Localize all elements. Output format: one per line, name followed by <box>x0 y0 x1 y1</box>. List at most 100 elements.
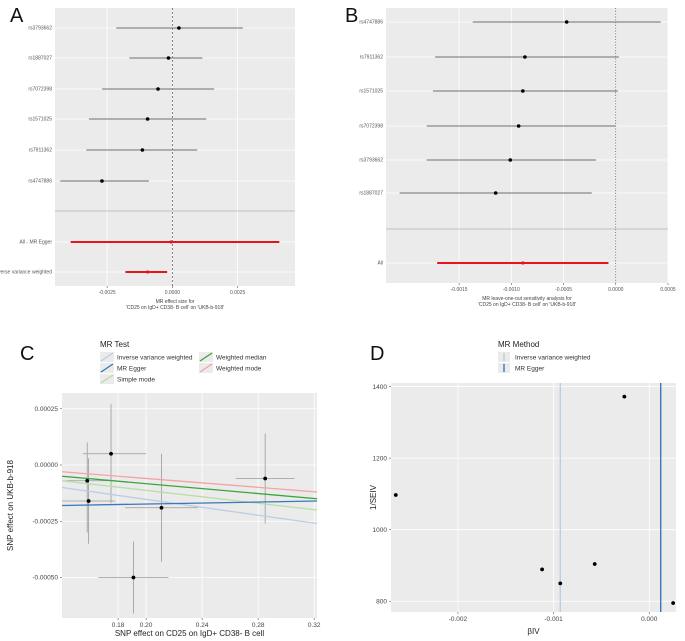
tick-label-x: 0.0025 <box>230 290 246 296</box>
estimate-point <box>516 124 521 128</box>
estimate-point <box>493 191 498 195</box>
x-axis-label: SNP effect on CD25 on IgD+ CD38- B cell <box>115 629 265 638</box>
estimate-point <box>521 89 525 93</box>
data-point <box>540 567 545 572</box>
estimate-point <box>100 179 104 183</box>
row-label: rs7911362 <box>29 148 52 154</box>
plot-background <box>391 383 676 612</box>
chart-b-leave-one-out-plot: rs4747886 rs7911362 rs1571025 rs7072398 rs37… <box>359 8 676 308</box>
tick-label-x: -0.0015 <box>451 287 468 293</box>
estimate-point <box>145 117 150 121</box>
legend-item-label: Weighted mode <box>216 366 262 373</box>
legend-item-label: Simple mode <box>117 377 155 384</box>
legend-title: MR Test <box>100 340 130 349</box>
tick-label-x: 0.20 <box>140 622 153 629</box>
row-label: All - Inverse variance weighted <box>0 270 52 276</box>
data-point <box>671 601 676 605</box>
legend-item-label: Weighted median <box>216 355 267 362</box>
estimate-point <box>156 87 160 91</box>
y-axis-label: 1/SEIV <box>369 484 378 510</box>
legend-title: MR Method <box>498 340 539 349</box>
data-point <box>131 575 136 580</box>
plot-background <box>55 8 295 286</box>
y-axis-label: SNP effect on UKB-b-918 <box>6 460 15 551</box>
tick-label-y: 0.00000 <box>35 462 59 469</box>
estimate-point <box>166 56 171 60</box>
tick-label-x: 0.24 <box>196 622 209 629</box>
row-label: All <box>377 261 383 267</box>
data-point <box>393 493 398 497</box>
data-point <box>159 505 164 510</box>
panel-b-letter: B <box>345 5 358 27</box>
x-axis-label: MR effect size for <box>156 299 195 305</box>
tick-label-x: -0.0010 <box>503 287 520 293</box>
legend-key-line <box>199 363 213 373</box>
x-axis-label: 'CD25 on IgD+ CD38- B cell' on 'UKB-b-91… <box>478 302 576 308</box>
data-point <box>558 581 563 586</box>
plot-background <box>386 8 668 283</box>
tick-label-y: -0.00050 <box>32 575 58 582</box>
data-point <box>592 562 597 566</box>
estimate-point <box>521 261 525 265</box>
legend-key-line <box>100 363 114 373</box>
estimate-point <box>169 240 173 244</box>
legend-item-label: MR Egger <box>117 366 147 373</box>
data-point <box>622 394 627 399</box>
chart-d-funnel-plot: -0.002 -0.001 0.000 800 1000 1200 1400 βIV 1/SEI… <box>369 340 676 636</box>
row-label: rs7072398 <box>28 87 52 93</box>
tick-label-y: 0.00025 <box>35 406 59 413</box>
tick-label-x: 0.0000 <box>165 290 181 296</box>
tick-label-y: -0.00025 <box>32 518 58 525</box>
panel-c-letter: C <box>20 343 34 365</box>
legend-key-line <box>100 374 114 384</box>
estimate-point <box>508 158 513 162</box>
regression-line <box>61 486 318 525</box>
estimate-point <box>177 26 181 30</box>
row-label: rs3793662 <box>359 158 383 164</box>
chart-a-forest-plot: rs3793662 rs1887027 rs7072398 rs1571025 rs79… <box>0 8 295 311</box>
legend-item-label: Inverse variance weighted <box>515 355 591 362</box>
tick-label-y: 1200 <box>373 455 388 462</box>
data-point <box>109 451 113 456</box>
tick-label-x: 0.18 <box>112 622 125 629</box>
panel-d-letter: D <box>370 343 384 365</box>
tick-label-x: 0.28 <box>252 622 265 629</box>
x-axis-label: βIV <box>527 627 540 636</box>
legend-item-label: MR Egger <box>515 366 545 373</box>
regression-line <box>61 471 318 493</box>
estimate-point <box>564 20 569 24</box>
tick-label-x: -0.0025 <box>99 290 116 296</box>
tick-label-y: 800 <box>376 598 387 605</box>
estimate-point <box>146 270 150 274</box>
tick-label-y: 1400 <box>373 384 388 391</box>
data-point <box>263 476 268 481</box>
row-label: rs1571025 <box>359 89 383 95</box>
tick-label-x: 0.000 <box>641 616 658 623</box>
tick-label-x: -0.0005 <box>555 287 572 293</box>
row-label: rs7072398 <box>359 124 383 130</box>
regression-line <box>61 480 318 511</box>
row-label: rs1887027 <box>359 191 383 197</box>
row-label: rs7911362 <box>360 55 383 61</box>
legend-key-line <box>199 352 213 362</box>
tick-label-x: 0.32 <box>308 622 321 629</box>
row-label: rs4747886 <box>28 179 52 185</box>
tick-label-y: 1000 <box>373 527 388 534</box>
legend-item-label: Inverse variance weighted <box>117 355 193 362</box>
estimate-point <box>523 55 527 59</box>
data-point <box>86 499 91 503</box>
row-label: rs4747886 <box>359 20 383 26</box>
row-label: All - MR Egger <box>19 240 52 246</box>
row-label: rs1887027 <box>28 56 52 62</box>
tick-label-x: -0.001 <box>544 616 563 623</box>
tick-label-x: -0.002 <box>449 616 468 623</box>
tick-label-x: 0.0000 <box>608 287 624 293</box>
row-label: rs1571025 <box>28 117 52 123</box>
estimate-point <box>140 148 145 152</box>
legend-key-line <box>100 352 114 362</box>
tick-label-x: 0.0005 <box>660 287 676 293</box>
x-axis-label: 'CD25 on IgD+ CD38- B cell' on 'UKB-b-91… <box>126 305 224 311</box>
regression-line <box>61 475 318 500</box>
chart-c-scatter-plot: 0.18 0.20 0.24 0.28 0.32 0.00025 0.00000 -0.000… <box>6 340 321 638</box>
